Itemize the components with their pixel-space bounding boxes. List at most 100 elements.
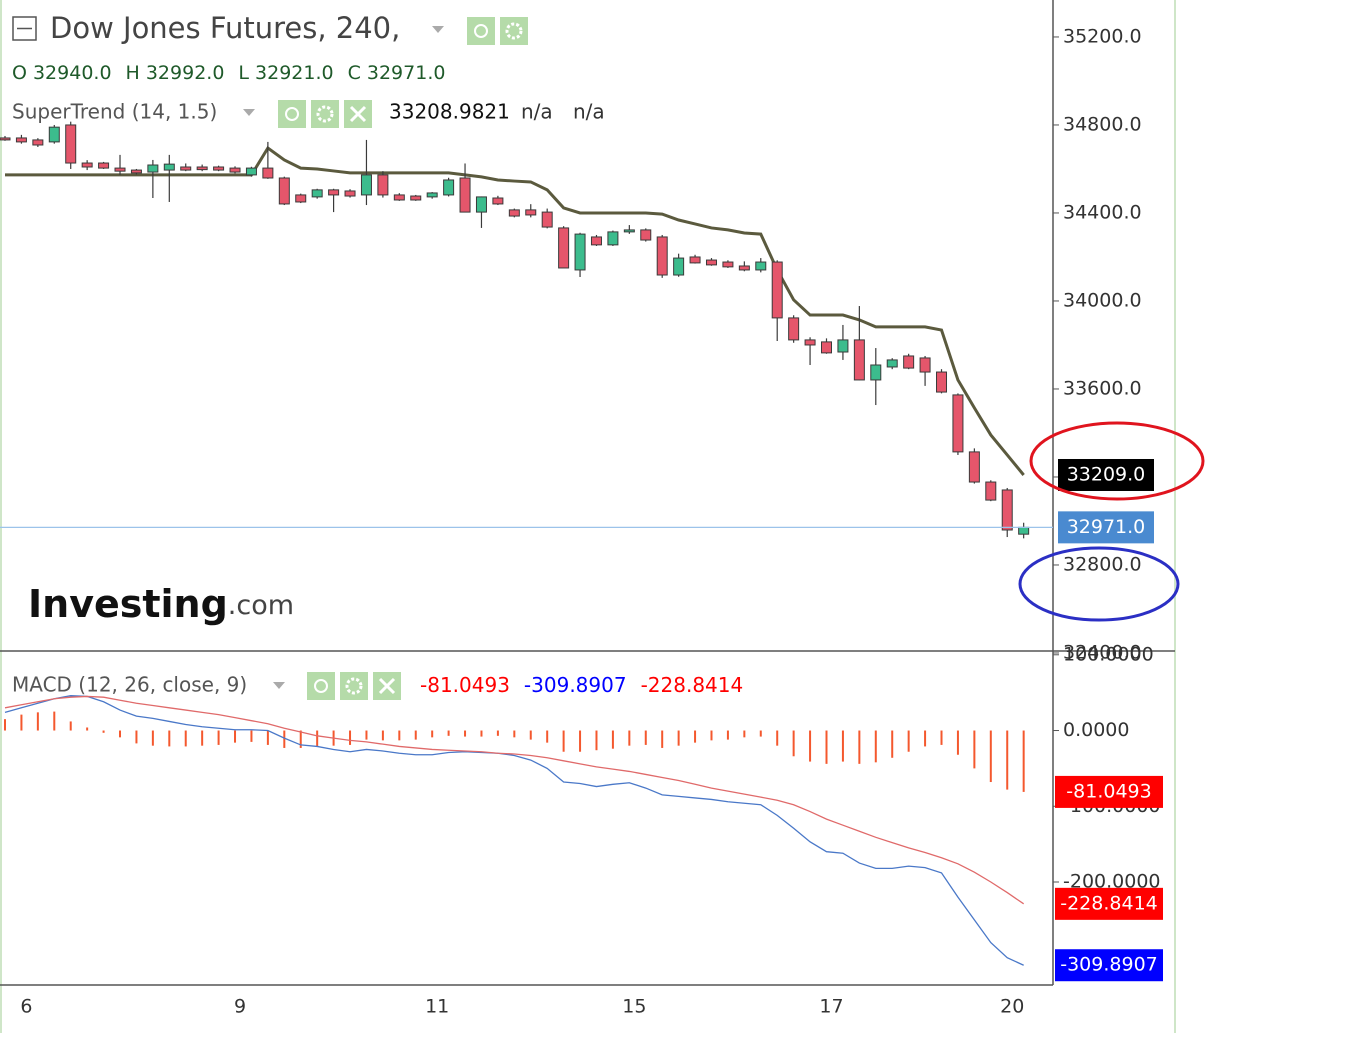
dropdown-arrow[interactable] [432, 26, 444, 33]
histogram-bar [1006, 730, 1009, 790]
y-tick-label: 32800.0 [1063, 553, 1142, 575]
visibility-icon[interactable] [307, 672, 335, 700]
candle-body [163, 163, 175, 171]
supertrend-line [5, 145, 1025, 476]
histogram-bar [579, 730, 582, 752]
candle-body [656, 236, 668, 276]
candle-body [81, 162, 93, 168]
settings-icon[interactable] [500, 17, 528, 45]
candle-body [853, 339, 865, 381]
x-tick-label: 6 [20, 996, 32, 1018]
candle-body [130, 169, 142, 174]
remove-icon-cross [349, 105, 367, 123]
candle-body [360, 174, 372, 196]
candle-body [475, 196, 487, 213]
histogram-bar [201, 730, 204, 746]
candle-body [689, 256, 701, 264]
candle-body [508, 209, 520, 217]
candle-body [0, 137, 11, 141]
candle-body [821, 341, 832, 354]
value-label-box [1055, 949, 1163, 982]
candle-body [328, 189, 340, 196]
candle-body [213, 166, 225, 171]
indicator-value: -81.0493 [420, 673, 510, 697]
dropdown-arrow[interactable] [273, 682, 285, 689]
candle-body [936, 371, 948, 393]
indicator-name: SuperTrend (14, 1.5) [12, 100, 217, 124]
ohlc-legend: O 32940.0 H 32992.0 L 32921.0 C 32971.0 [12, 62, 445, 84]
settings-icon[interactable] [340, 672, 368, 700]
dropdown-arrow[interactable] [243, 109, 255, 116]
candle-body [541, 211, 553, 228]
histogram-bar [529, 730, 532, 740]
histogram-bar [595, 730, 598, 751]
candle-body [886, 359, 898, 368]
candle-body [377, 174, 389, 196]
candle-body [278, 177, 290, 205]
y-tick-label: 34800.0 [1063, 113, 1142, 135]
histogram-bar [1022, 730, 1025, 792]
candle-body [443, 179, 455, 196]
histogram-bar [381, 730, 384, 741]
y-tick-label: 33600.0 [1063, 377, 1142, 399]
visibility-icon[interactable] [467, 17, 495, 45]
histogram-bar [956, 730, 959, 755]
price-label-box [1058, 458, 1154, 491]
histogram-bar [776, 730, 779, 746]
candle-body [738, 265, 750, 271]
ohlc-key: C [348, 62, 361, 84]
candle-body [426, 192, 438, 198]
y-tick-label: 35200.0 [1063, 25, 1142, 47]
settings-icon[interactable] [311, 100, 339, 128]
histogram-bar [480, 730, 483, 737]
candle-body [229, 167, 241, 173]
candle-body [705, 259, 717, 266]
y-tick-label: 34000.0 [1063, 289, 1142, 311]
candle-body [837, 339, 849, 353]
histogram-bar [743, 730, 746, 738]
candle-body [722, 261, 734, 268]
candle-body [870, 364, 882, 381]
x-tick-label: 11 [425, 996, 449, 1018]
candle-body [459, 177, 471, 213]
candle-body [1001, 489, 1013, 531]
settings-icon-gear [505, 22, 523, 40]
price-label-box [1058, 511, 1154, 544]
candle-body [771, 261, 783, 319]
indicator-value: -309.8907 [524, 673, 627, 697]
candle-body [180, 166, 192, 171]
ohlc-key: H [126, 62, 140, 84]
candle-body [65, 124, 77, 164]
indicator-value: n/a [521, 100, 553, 124]
histogram-bar [694, 730, 697, 743]
histogram-bar [414, 730, 417, 740]
x-tick-label: 9 [234, 996, 246, 1018]
y-tick-label: 100.0000 [1063, 643, 1154, 665]
candle-body [410, 195, 422, 201]
visibility-icon[interactable] [278, 100, 306, 128]
candle-body [788, 317, 800, 341]
ohlc-key: L [238, 62, 249, 84]
histogram-bar [365, 730, 368, 740]
visibility-icon-eye [285, 107, 299, 121]
collapse-icon[interactable] [12, 16, 37, 41]
histogram-bar [759, 730, 762, 737]
macd-line [4, 695, 1025, 905]
settings-icon-gear [345, 677, 363, 695]
candle-body [968, 451, 980, 483]
histogram-bar [924, 730, 927, 747]
value-label-box [1055, 887, 1163, 920]
candle-body [952, 394, 964, 453]
histogram-bar [20, 714, 23, 731]
histogram-bar [628, 730, 631, 746]
indicator-value: n/a [573, 100, 605, 124]
value-label: -81.0493 [1066, 780, 1151, 802]
candle-body [558, 227, 570, 269]
y-tick-label: 0.0000 [1063, 719, 1129, 741]
histogram-bar [283, 730, 286, 748]
indicator-values: -81.0493 -309.8907 -228.8414 [420, 673, 743, 697]
histogram-bar [562, 730, 565, 752]
candle-body [295, 194, 307, 203]
histogram-bar [398, 730, 401, 741]
